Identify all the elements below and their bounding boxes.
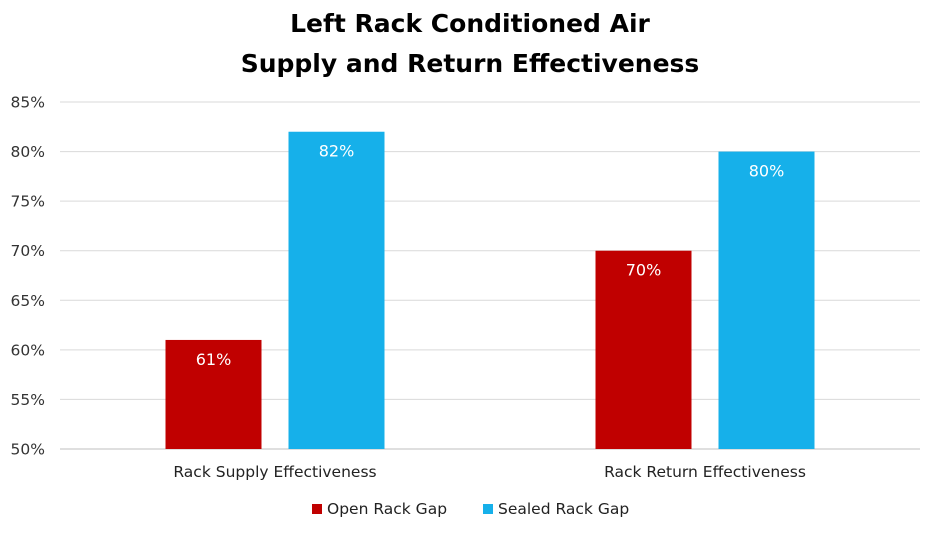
bars [165, 131, 815, 450]
y-tick-label: 85% [11, 94, 45, 112]
y-axis-tick-labels: 50% 55% 60% 65% 70% 75% 80% 85% [11, 94, 45, 459]
data-labels: 61% 82% 70% 80% [196, 142, 785, 369]
chart-title-line-1: Left Rack Conditioned Air [290, 9, 650, 38]
legend-label: Open Rack Gap [327, 500, 447, 518]
chart-title-line-2: Supply and Return Effectiveness [241, 49, 700, 78]
legend-label: Sealed Rack Gap [498, 500, 629, 518]
bar-open-rack-gap [595, 250, 692, 449]
bar-sealed-rack-gap [288, 131, 385, 449]
x-category-label: Rack Supply Effectiveness [173, 463, 376, 481]
data-label: 82% [319, 142, 355, 161]
bar-sealed-rack-gap [718, 151, 815, 450]
data-label: 70% [626, 261, 662, 280]
x-axis-category-labels: Rack Supply Effectiveness Rack Return Eff… [173, 463, 806, 481]
chart-title: Left Rack Conditioned Air Supply and Ret… [241, 9, 700, 78]
legend-swatch [312, 504, 322, 514]
x-category-label: Rack Return Effectiveness [604, 463, 806, 481]
data-label: 80% [749, 162, 785, 181]
y-tick-label: 80% [11, 143, 45, 161]
y-tick-label: 65% [11, 292, 45, 310]
y-tick-label: 70% [11, 242, 45, 260]
data-label: 61% [196, 350, 232, 369]
y-tick-label: 75% [11, 193, 45, 211]
legend: Open Rack Gap Sealed Rack Gap [312, 500, 629, 518]
legend-swatch [483, 504, 493, 514]
y-tick-label: 60% [11, 341, 45, 359]
y-tick-label: 55% [11, 391, 45, 409]
y-tick-label: 50% [11, 441, 45, 459]
bar-open-rack-gap [165, 339, 262, 449]
